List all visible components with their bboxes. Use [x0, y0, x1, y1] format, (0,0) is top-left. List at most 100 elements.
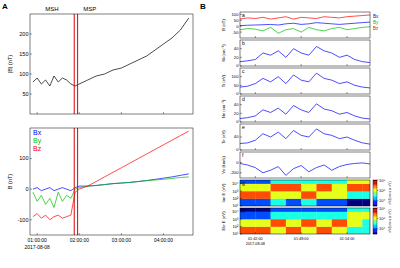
- heatmap-cell: [240, 199, 256, 206]
- plot-frame: [240, 180, 370, 206]
- x-tick: [347, 204, 348, 206]
- colorbar-step: [373, 201, 377, 203]
- y-axis-label: Ele E (eV): [221, 211, 226, 231]
- plot: 50100150200|B| (nT)MSHMSP: [7, 6, 193, 114]
- colorbar-step: [373, 203, 377, 205]
- heatmap-cell: [316, 180, 332, 184]
- colorbar-step: [373, 184, 377, 186]
- x-tick-label: 01:42:00: [248, 237, 263, 241]
- subpanel-label: b: [242, 40, 245, 46]
- y-axis-label: Te (eV): [221, 130, 226, 144]
- x-tick: [255, 176, 256, 178]
- colorbar-step: [373, 230, 377, 232]
- y-tick-label: 100: [19, 71, 28, 77]
- colorbar-step: [373, 220, 377, 222]
- heatmap-cell: [332, 227, 348, 234]
- y-tick-label: 0: [236, 91, 239, 96]
- x-tick: [163, 233, 164, 235]
- panel-label: B: [200, 2, 206, 11]
- series-line: [240, 129, 370, 144]
- y-tick: [30, 54, 32, 55]
- legend-entry: Bz: [373, 26, 379, 31]
- y-tick-label: 10³: [232, 189, 239, 194]
- series-line: [240, 73, 370, 88]
- x-tick: [301, 120, 302, 122]
- plot-frame: [240, 152, 370, 178]
- colorbar-step: [373, 211, 377, 213]
- y-tick: [240, 94, 242, 95]
- region-label: MSP: [83, 6, 96, 12]
- y-tick-label: 100: [19, 155, 28, 161]
- x-tick: [37, 112, 38, 114]
- heatmap-cell: [332, 184, 348, 192]
- x-tick: [301, 148, 302, 150]
- heatmap-cell: [301, 208, 317, 212]
- y-tick-label: 10³: [232, 217, 239, 222]
- colorbar-label: eV/(cm² s sr eV): [388, 209, 392, 232]
- colorbar-step: [373, 208, 377, 210]
- heatmap-cell: [362, 212, 370, 220]
- colorbar-step: [373, 196, 377, 198]
- heatmap-cell: [332, 212, 348, 220]
- y-tick: [240, 122, 242, 123]
- colorbar-tick-label: 10⁸: [379, 178, 385, 183]
- x-tick: [347, 232, 348, 234]
- x-tick: [255, 64, 256, 66]
- plot: -50050100B (nT)aBxByBz: [221, 12, 379, 38]
- heatmap-cell: [255, 199, 271, 206]
- plot: 050100Ti (eV)c: [221, 68, 370, 96]
- y-tick-label: 10¹: [232, 203, 239, 208]
- heatmap-cell: [316, 227, 332, 234]
- y-tick-label: 0: [236, 24, 239, 29]
- colorbar-step: [373, 212, 377, 214]
- x-tick: [79, 112, 80, 114]
- y-tick-label: 40: [234, 102, 239, 107]
- y-tick-label: -50: [232, 30, 239, 35]
- heatmap-cell: [347, 212, 363, 220]
- y-tick: [30, 34, 32, 35]
- heatmap-cell: [316, 199, 332, 206]
- heatmap-cell: [347, 219, 363, 227]
- plot: 10⁴10⁶10⁸eV/(cm² s sr eV)10¹10²10³10⁴Ion…: [221, 178, 392, 209]
- colorbar-step: [373, 231, 377, 233]
- x-tick: [347, 176, 348, 178]
- colorbar-step: [373, 193, 377, 195]
- plot-data: [33, 128, 189, 235]
- panel-label: A: [2, 2, 8, 11]
- y-tick: [240, 48, 242, 49]
- x-tick: [255, 120, 256, 122]
- subpanel-label: a: [242, 12, 245, 18]
- y-tick: [240, 26, 242, 27]
- heatmap-cell: [301, 212, 317, 220]
- heatmap-cell: [286, 199, 302, 206]
- x-tick: [79, 233, 80, 235]
- series-line: [240, 27, 370, 34]
- y-axis-label: Ni (cm⁻³): [221, 44, 226, 62]
- plot-data: [240, 129, 370, 144]
- plot-frame: [240, 40, 370, 66]
- heatmap-cell: [332, 208, 348, 212]
- heatmap-cell: [362, 199, 370, 206]
- y-tick: [30, 189, 32, 190]
- y-tick: [240, 206, 242, 207]
- heatmap-cell: [271, 180, 287, 184]
- plot-data: [240, 104, 370, 119]
- x-tick-label: 04:00:00: [154, 238, 173, 243]
- plot: 10⁴10⁶10⁸eV/(cm² s sr eV)01:42:0001:48:0…: [221, 206, 392, 246]
- y-tick: [240, 32, 242, 33]
- x-tick-label: 01:48:00: [294, 237, 309, 241]
- x-tick-label: 01:54:00: [340, 237, 355, 241]
- heatmap-cell: [316, 191, 332, 199]
- subpanel-label: e: [242, 124, 245, 130]
- heatmap-cell: [347, 227, 363, 234]
- y-tick-label: 100: [232, 74, 240, 79]
- heatmap-cell: [362, 180, 370, 184]
- y-tick-label: 50: [234, 83, 239, 88]
- series-line: [240, 104, 370, 119]
- event-line: [77, 128, 78, 235]
- heatmap-cell: [286, 180, 302, 184]
- y-tick: [240, 219, 242, 220]
- colorbar-step: [373, 183, 377, 185]
- heatmap-cell: [255, 212, 271, 220]
- x-tick: [301, 204, 302, 206]
